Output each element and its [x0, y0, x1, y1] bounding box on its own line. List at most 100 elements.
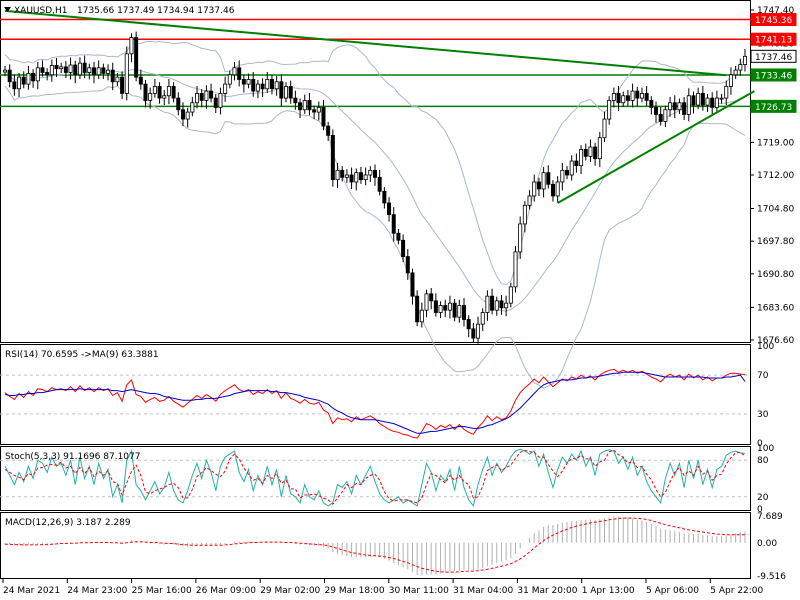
- candle-body-58: [274, 81, 279, 90]
- time-label-5: 29 Mar 18:00: [325, 586, 385, 596]
- candle-body-17: [82, 62, 87, 73]
- candle-body-124: [583, 148, 588, 157]
- time-label-6: 30 Mar 11:00: [389, 586, 449, 596]
- candle-body-48: [227, 74, 232, 85]
- candle-body-32: [152, 86, 157, 94]
- candle-body-66: [312, 109, 317, 113]
- candle-body-84: [396, 232, 401, 241]
- candle-body-132: [621, 95, 626, 104]
- candle-body-96: [452, 302, 457, 318]
- candle-body-6: [31, 72, 36, 82]
- candle-body-110: [518, 223, 523, 253]
- candle-body-67: [316, 107, 321, 113]
- candle-body-19: [91, 67, 96, 76]
- candle-body-57: [269, 79, 274, 90]
- price-tick-label-7: 1697.80: [757, 237, 794, 247]
- candle-body-13: [63, 66, 68, 73]
- candle-body-97: [457, 305, 462, 318]
- candle-body-70: [330, 134, 335, 181]
- candle-body-53: [251, 79, 256, 92]
- candle-body-115: [541, 172, 546, 190]
- price-tick-label-6: 1704.80: [757, 205, 794, 215]
- candle-body-64: [302, 100, 307, 111]
- price-levels: [0, 18, 750, 108]
- price-tag-bg-2: [750, 49, 797, 63]
- candle-body-75: [354, 172, 359, 183]
- candle-body-33: [157, 86, 162, 99]
- price-tag-bg-3: [750, 68, 797, 82]
- time-label-7: 31 Mar 04:00: [453, 586, 513, 596]
- time-label-8: 31 Mar 20:00: [517, 586, 577, 596]
- candle-body-68: [321, 107, 326, 127]
- candle-body-109: [513, 251, 518, 288]
- candle-body-80: [377, 176, 382, 192]
- candle-body-151: [710, 97, 715, 108]
- candle-body-0: [3, 69, 8, 73]
- trendline-0: [4, 9, 727, 77]
- band-upper: [4, 40, 746, 286]
- candle-body-50: [237, 67, 242, 80]
- candle-body-123: [579, 148, 584, 167]
- candle-body-56: [265, 79, 270, 90]
- trendlines: [4, 9, 755, 204]
- candle-body-142: [668, 102, 673, 111]
- candle-body-42: [199, 93, 204, 101]
- time-label-9: 1 Apr 13:00: [582, 586, 635, 596]
- collapse-triangle-icon[interactable]: [4, 7, 11, 12]
- candle-body-43: [204, 90, 209, 101]
- stoch-series-0: [4, 448, 746, 508]
- candle-body-21: [101, 67, 106, 74]
- candle-body-18: [87, 67, 92, 73]
- candle-body-100: [471, 328, 476, 339]
- candle-body-155: [728, 74, 733, 87]
- candle-body-152: [714, 97, 719, 108]
- candle-body-131: [616, 93, 621, 104]
- symbol-label: XAUUSD,H1: [14, 6, 68, 16]
- candle-body-78: [368, 169, 373, 176]
- candle-body-46: [218, 93, 223, 108]
- rsi-header: RSI(14) 70.6595 ->MA(9) 63.3881: [5, 350, 159, 360]
- candle-body-60: [284, 86, 289, 99]
- candle-body-76: [358, 172, 363, 181]
- candle-body-34: [162, 95, 167, 99]
- stoch-tick-label-2: 20: [757, 493, 769, 503]
- candle-body-139: [654, 107, 659, 115]
- stochastic-indicator: 100 80 20 0: [0, 444, 774, 515]
- candle-body-149: [700, 93, 705, 106]
- price-tick-label-8: 1690.80: [757, 270, 794, 280]
- price-tick-label-0: 1747.40: [757, 6, 794, 16]
- candle-body-41: [195, 93, 200, 104]
- time-label-1: 24 Mar 23:00: [67, 586, 127, 596]
- candle-body-93: [438, 305, 443, 313]
- candle-body-134: [630, 90, 635, 101]
- ohlc-values: 1735.66 1737.49 1734.94 1737.46: [77, 6, 235, 16]
- candle-body-74: [349, 174, 354, 183]
- candle-body-25: [120, 76, 125, 94]
- candle-body-116: [546, 172, 551, 185]
- candle-body-99: [466, 319, 471, 330]
- candle-body-140: [658, 114, 663, 122]
- time-label-3: 26 Mar 09:00: [196, 586, 256, 596]
- candle-body-4: [21, 76, 26, 85]
- candle-body-103: [485, 295, 490, 313]
- candle-body-81: [382, 190, 387, 204]
- candle-body-47: [223, 83, 228, 94]
- candle-body-138: [649, 100, 654, 108]
- candle-body-26: [124, 53, 129, 94]
- candle-body-158: [743, 55, 748, 65]
- candle-body-31: [148, 93, 153, 101]
- candle-body-156: [733, 69, 738, 76]
- candle-body-118: [555, 181, 560, 197]
- candle-body-111: [522, 204, 527, 225]
- candle-body-113: [532, 181, 537, 197]
- candle-body-90: [424, 293, 429, 311]
- price-tag-label-3: 1733.46: [755, 71, 792, 81]
- candle-body-10: [49, 65, 54, 76]
- candle-body-7: [35, 67, 40, 82]
- candle-body-9: [45, 72, 50, 76]
- candle-body-62: [293, 97, 298, 104]
- price-tags: 1745.36 1741.13 1737.46 1733.46 1726.73: [750, 13, 797, 113]
- candle-body-146: [686, 95, 691, 115]
- candle-body-92: [433, 300, 438, 313]
